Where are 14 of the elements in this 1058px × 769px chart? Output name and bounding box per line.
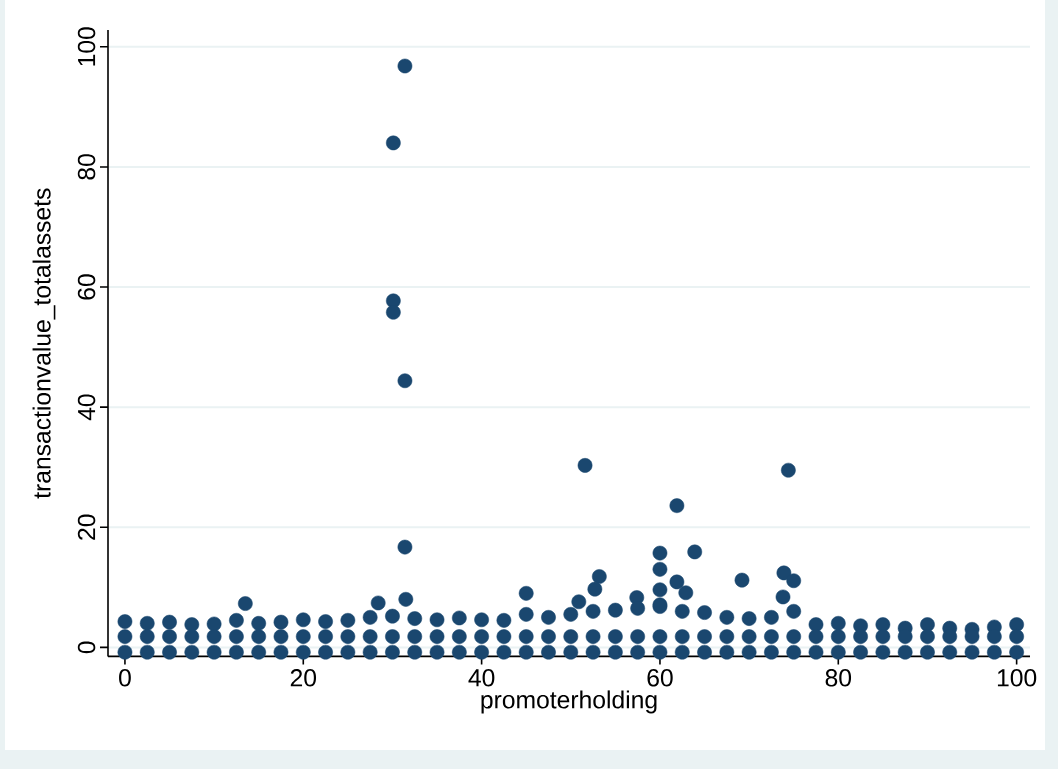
y-tick-label: 20 xyxy=(77,514,96,540)
y-axis-title: transactionvalue_totalassets xyxy=(32,188,56,499)
y-tick-label: 60 xyxy=(77,274,96,300)
y-tick-label: 40 xyxy=(77,394,96,421)
y-tick-label: 100 xyxy=(77,27,96,66)
x-tick-label: 100 xyxy=(997,669,1037,687)
x-tick-label: 20 xyxy=(290,669,317,687)
y-tick-label: 80 xyxy=(77,154,96,180)
x-tick-label: 80 xyxy=(825,669,852,687)
x-tick-label: 60 xyxy=(647,669,673,687)
x-axis-title: promoterholding xyxy=(481,690,657,714)
x-tick-label: 40 xyxy=(468,669,495,687)
y-tick-label: 0 xyxy=(77,641,96,654)
x-tick-label: 0 xyxy=(119,669,131,687)
